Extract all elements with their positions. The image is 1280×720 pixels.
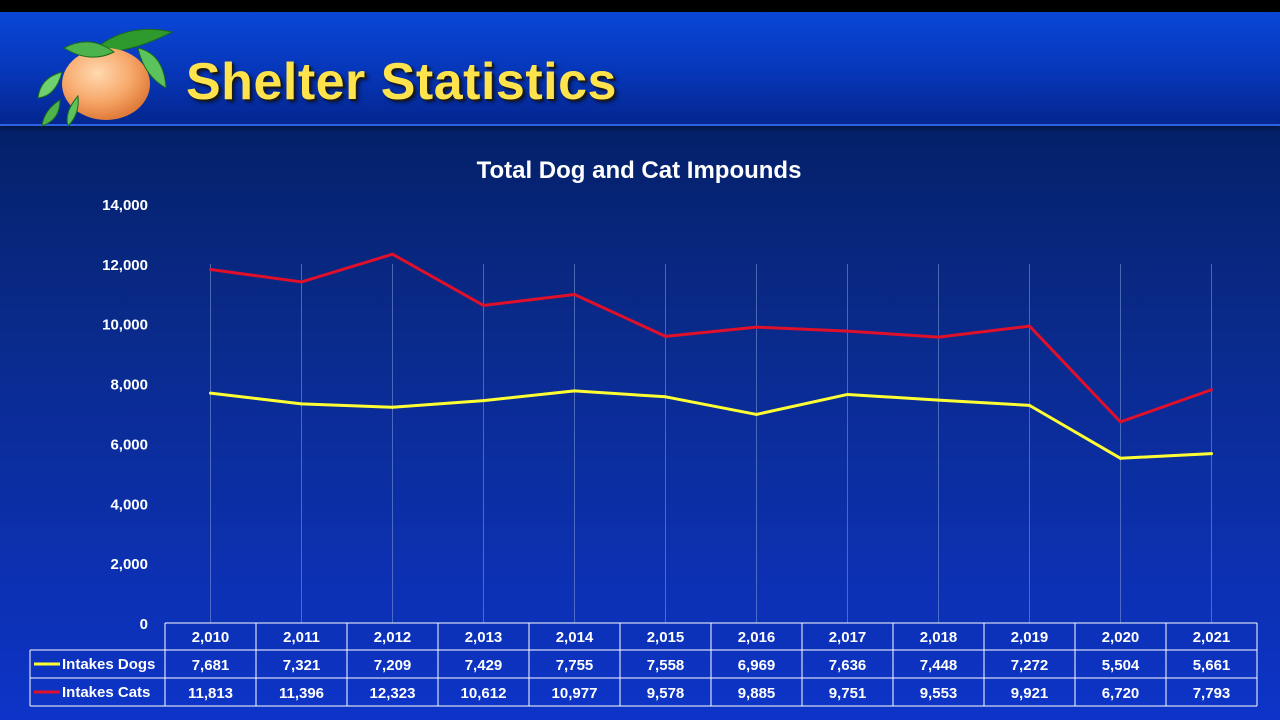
x-tick-label: 2,010 xyxy=(192,629,230,646)
y-tick-label: 6,000 xyxy=(110,436,148,453)
data-point xyxy=(937,398,940,402)
data-point xyxy=(391,405,394,409)
table-cell: 7,793 xyxy=(1193,685,1231,702)
table-cell: 7,448 xyxy=(920,657,958,674)
table-cell: 7,272 xyxy=(1011,657,1049,674)
table-cell: 7,209 xyxy=(374,657,412,674)
table-cell: 10,612 xyxy=(461,685,507,702)
data-point xyxy=(846,329,849,333)
table-cell: 10,977 xyxy=(552,685,598,702)
data-point xyxy=(482,399,485,403)
series-line-1 xyxy=(210,252,1212,424)
data-point xyxy=(1119,456,1122,460)
data-point xyxy=(1028,403,1031,407)
table-cell: 6,969 xyxy=(738,657,776,674)
x-tick-label: 2,018 xyxy=(920,629,958,646)
legend-label: Intakes Cats xyxy=(62,684,150,701)
y-tick-label: 14,000 xyxy=(102,197,148,214)
y-tick-label: 4,000 xyxy=(110,496,148,513)
table-cell: 5,504 xyxy=(1102,657,1140,674)
orange-fruit-icon xyxy=(37,28,174,127)
table-cell: 5,661 xyxy=(1193,657,1231,674)
x-tick-label: 2,019 xyxy=(1011,629,1049,646)
x-tick-label: 2,021 xyxy=(1193,629,1231,646)
data-point xyxy=(573,389,576,393)
table-cell: 11,813 xyxy=(188,685,233,702)
data-point xyxy=(1119,420,1122,424)
x-tick-label: 2,017 xyxy=(829,629,867,646)
data-point xyxy=(300,402,303,406)
y-tick-label: 2,000 xyxy=(110,556,148,573)
x-tick-label: 2,011 xyxy=(283,629,320,646)
table-cell: 9,921 xyxy=(1011,685,1049,702)
table-cell: 9,751 xyxy=(829,685,867,702)
table-cell: 7,755 xyxy=(556,657,594,674)
series-line-0 xyxy=(210,389,1212,460)
data-point xyxy=(573,292,576,296)
table-cell: 7,558 xyxy=(647,657,685,674)
top-border xyxy=(0,0,1280,12)
data-point xyxy=(664,334,667,338)
table-cell: 11,396 xyxy=(279,685,324,702)
y-tick-label: 8,000 xyxy=(110,377,148,394)
chart-title: Total Dog and Cat Impounds xyxy=(477,157,802,184)
data-point xyxy=(391,252,394,256)
data-point xyxy=(755,325,758,329)
data-point xyxy=(1028,324,1031,328)
y-tick-label: 0 xyxy=(140,616,148,633)
page-title: Shelter Statistics xyxy=(186,53,617,111)
legend-label: Intakes Dogs xyxy=(62,656,155,673)
table-cell: 7,321 xyxy=(283,657,321,674)
table-cell: 7,429 xyxy=(465,657,503,674)
table-cell: 7,681 xyxy=(192,657,230,674)
x-tick-label: 2,015 xyxy=(647,629,685,646)
data-point xyxy=(1210,388,1213,392)
x-tick-label: 2,013 xyxy=(465,629,503,646)
data-point xyxy=(755,412,758,416)
x-tick-label: 2,012 xyxy=(374,629,412,646)
data-point xyxy=(937,335,940,339)
y-tick-label: 10,000 xyxy=(102,317,148,334)
data-point xyxy=(846,392,849,396)
x-tick-label: 2,014 xyxy=(556,629,594,646)
x-tick-label: 2,020 xyxy=(1102,629,1140,646)
data-point xyxy=(209,267,212,271)
table-cell: 7,636 xyxy=(829,657,867,674)
data-point xyxy=(300,280,303,284)
table-cell: 9,578 xyxy=(647,685,685,702)
data-point xyxy=(664,395,667,399)
data-point xyxy=(1210,452,1213,456)
table-cell: 12,323 xyxy=(370,685,416,702)
table-cell: 9,553 xyxy=(920,685,958,702)
table-cell: 6,720 xyxy=(1102,685,1140,702)
header-bar: Shelter Statistics xyxy=(0,12,1280,127)
y-tick-label: 12,000 xyxy=(102,257,148,274)
data-point xyxy=(209,391,212,395)
x-tick-label: 2,016 xyxy=(738,629,776,646)
table-cell: 9,885 xyxy=(738,685,776,702)
data-point xyxy=(482,303,485,307)
